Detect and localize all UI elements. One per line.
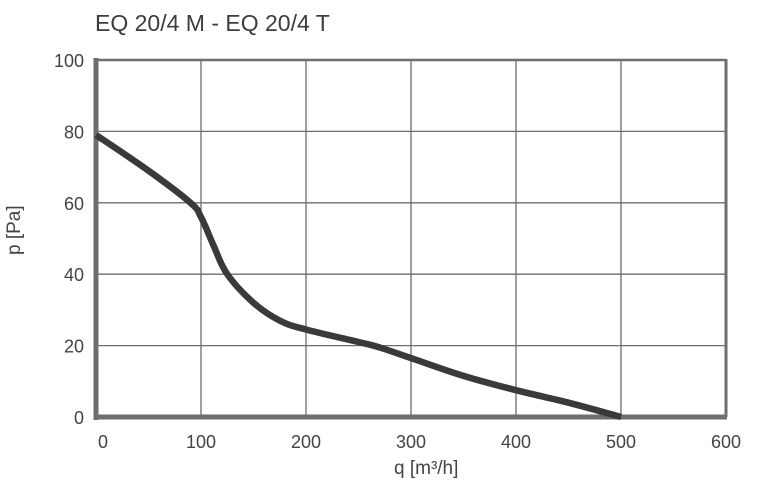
grid-lines	[96, 60, 726, 417]
x-tick-labels: 0 100 200 300 400 500 600	[98, 432, 741, 452]
y-tick-label: 100	[54, 51, 84, 71]
y-tick-label: 80	[64, 122, 84, 142]
x-tick-label: 0	[98, 432, 108, 452]
x-tick-label: 500	[606, 432, 636, 452]
x-tick-label: 600	[711, 432, 741, 452]
y-tick-label: 0	[74, 408, 84, 428]
y-tick-label: 20	[64, 337, 84, 357]
y-tick-label: 40	[64, 265, 84, 285]
series-line	[94, 132, 622, 421]
chart-title: EQ 20/4 M - EQ 20/4 T	[95, 10, 330, 36]
x-tick-label: 100	[186, 432, 216, 452]
x-tick-label: 300	[396, 432, 426, 452]
plot-frame	[93, 58, 728, 420]
y-tick-labels: 0 20 40 60 80 100	[54, 51, 84, 428]
x-tick-label: 200	[291, 432, 321, 452]
series-group	[94, 132, 622, 421]
x-axis-label: q [m³/h]	[394, 458, 459, 479]
y-tick-label: 60	[64, 194, 84, 214]
x-tick-label: 400	[501, 432, 531, 452]
